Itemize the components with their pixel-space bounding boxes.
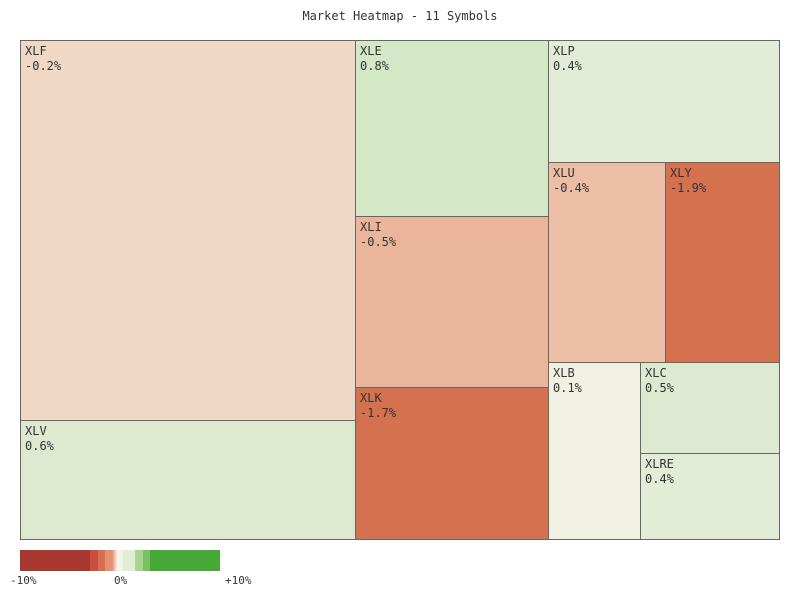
legend-swatch: [105, 550, 112, 571]
tile-symbol: XLU: [553, 166, 575, 180]
tile-xlb[interactable]: XLB 0.1%: [548, 362, 642, 540]
legend-swatch: [150, 550, 220, 571]
tile-symbol: XLV: [25, 424, 47, 438]
tile-change: -1.9%: [670, 181, 707, 195]
tile-symbol: XLC: [645, 366, 667, 380]
legend-min-label: -10%: [10, 574, 37, 587]
legend-mid-label: 0%: [114, 574, 128, 587]
tile-symbol: XLE: [360, 44, 382, 58]
tile-change: 0.6%: [25, 439, 54, 453]
legend-swatch: [135, 550, 143, 571]
tile-xlc[interactable]: XLC 0.5%: [640, 362, 780, 454]
legend-swatch: [123, 550, 135, 571]
color-legend: [20, 550, 220, 571]
tile-symbol: XLF: [25, 44, 47, 58]
tile-symbol: XLY: [670, 166, 692, 180]
tile-xlre[interactable]: XLRE 0.4%: [640, 453, 780, 540]
legend-swatch: [143, 550, 150, 571]
tile-change: -0.5%: [360, 235, 397, 249]
tile-symbol: XLB: [553, 366, 575, 380]
tile-xle[interactable]: XLE 0.8%: [355, 40, 550, 217]
tile-change: 0.1%: [553, 381, 582, 395]
legend-max-label: +10%: [225, 574, 252, 587]
tile-xli[interactable]: XLI -0.5%: [355, 216, 550, 388]
tile-symbol: XLI: [360, 220, 382, 234]
tile-xly[interactable]: XLY -1.9%: [665, 162, 780, 363]
legend-swatch: [98, 550, 105, 571]
tile-xlk[interactable]: XLK -1.7%: [355, 387, 550, 540]
tile-xlv[interactable]: XLV 0.6%: [20, 420, 357, 540]
tile-symbol: XLRE: [645, 457, 674, 471]
tile-symbol: XLK: [360, 391, 382, 405]
tile-change: 0.5%: [645, 381, 674, 395]
legend-swatch: [90, 550, 98, 571]
tile-change: 0.4%: [553, 59, 582, 73]
tile-change: -0.4%: [553, 181, 590, 195]
tile-change: 0.4%: [645, 472, 674, 486]
tile-xlf[interactable]: XLF -0.2%: [20, 40, 357, 422]
chart-title: Market Heatmap - 11 Symbols: [302, 9, 498, 23]
legend-swatch: [112, 550, 123, 571]
tile-symbol: XLP: [553, 44, 575, 58]
tile-xlu[interactable]: XLU -0.4%: [548, 162, 667, 363]
tile-change: -0.2%: [25, 59, 62, 73]
tile-xlp[interactable]: XLP 0.4%: [548, 40, 780, 163]
tile-change: -1.7%: [360, 406, 397, 420]
tile-change: 0.8%: [360, 59, 389, 73]
legend-swatch: [20, 550, 90, 571]
